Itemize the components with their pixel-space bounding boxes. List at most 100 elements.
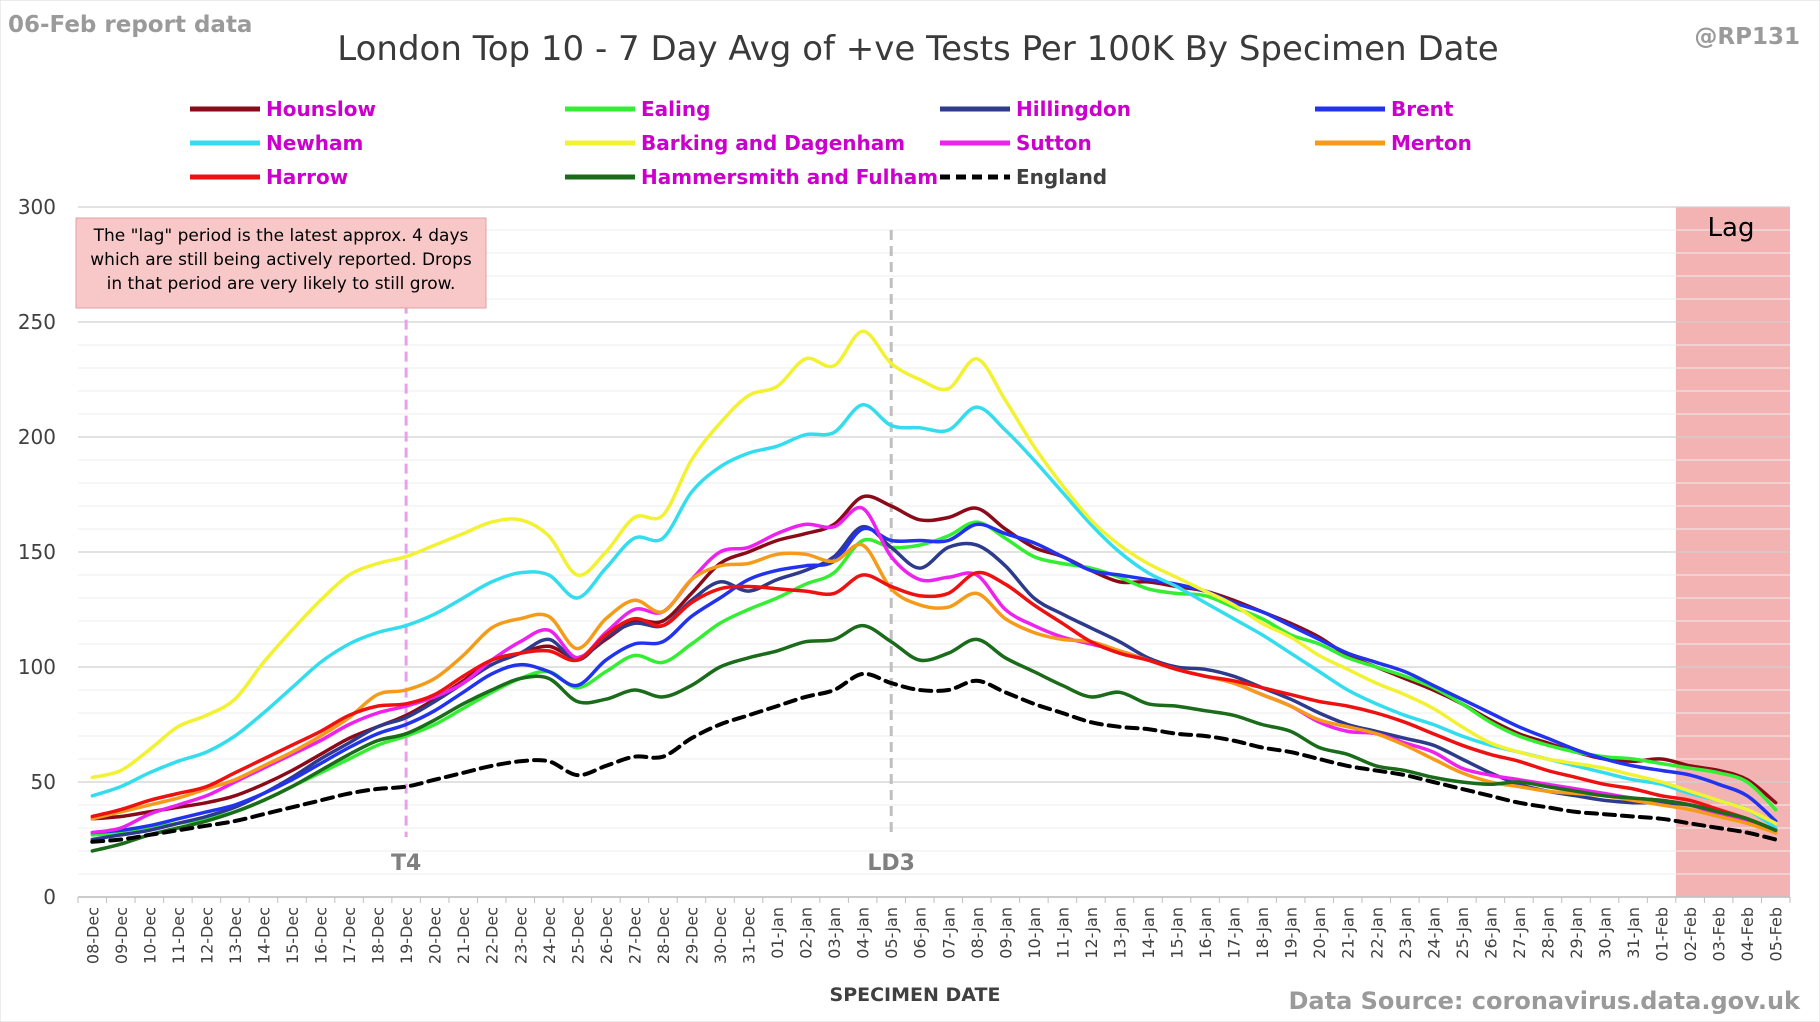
x-tick-label: 28-Dec (654, 907, 673, 964)
series-line-newham (90, 403, 1778, 830)
event-markers (404, 230, 893, 837)
legend-label-harrow: Harrow (266, 165, 348, 189)
x-tick-label: 09-Dec (112, 907, 131, 964)
x-tick-label: 16-Jan (1196, 907, 1215, 959)
legend-label-ealing: Ealing (641, 97, 710, 121)
legend-label-hounslow: Hounslow (266, 97, 376, 121)
gridlines (77, 206, 1791, 903)
x-tick-label: 21-Dec (454, 907, 473, 964)
series-line-hammersmith-and-fulham (90, 623, 1778, 853)
x-tick-label: 17-Jan (1225, 907, 1244, 959)
x-axis-title: SPECIMEN DATE (830, 984, 1001, 1006)
x-tick-label: 09-Jan (996, 907, 1015, 959)
x-axis-ticks: 08-Dec 09-Dec 10-Dec 11-Dec 12-Dec 13-Dec 14-D… (83, 907, 1785, 964)
y-axis-ticks: 0 50 100 150 200 250 300 (18, 195, 56, 909)
y-tick-label: 300 (18, 195, 56, 219)
x-tick-label: 07-Jan (939, 907, 958, 959)
x-tick-label: 06-Jan (911, 907, 930, 959)
x-tick-label: 20-Jan (1310, 907, 1329, 959)
chart-title: London Top 10 - 7 Day Avg of +ve Tests P… (337, 29, 1498, 69)
x-tick-label: 12-Dec (197, 907, 216, 964)
legend-label-hillingdon: Hillingdon (1016, 97, 1131, 121)
x-tick-label: 10-Dec (140, 907, 159, 964)
legend-label-newham: Newham (266, 131, 363, 155)
x-tick-label: 08-Jan (968, 907, 987, 959)
series-line-barking-and-dagenham (90, 329, 1778, 826)
x-tick-label: 02-Feb (1681, 907, 1700, 961)
x-tick-label: 04-Feb (1738, 907, 1757, 961)
legend-label-barking-and-dagenham: Barking and Dagenham (641, 131, 905, 155)
legend-label-england: England (1016, 165, 1107, 189)
x-tick-label: 27-Dec (625, 907, 644, 964)
author-handle: @RP131 (1694, 24, 1800, 50)
x-tick-label: 17-Dec (340, 907, 359, 964)
x-tick-label: 25-Jan (1453, 907, 1472, 959)
x-tick-label: 12-Jan (1082, 907, 1101, 959)
x-tick-label: 22-Jan (1367, 907, 1386, 959)
legend-label-merton: Merton (1391, 131, 1472, 155)
x-tick-label: 19-Dec (397, 907, 416, 964)
x-tick-label: 15-Jan (1168, 907, 1187, 959)
x-tick-label: 26-Dec (597, 907, 616, 964)
x-tick-label: 30-Dec (711, 907, 730, 964)
x-tick-label: 05-Jan (882, 907, 901, 959)
legend-label-sutton: Sutton (1016, 131, 1092, 155)
y-tick-label: 100 (18, 655, 56, 679)
x-tick-label: 19-Jan (1282, 907, 1301, 959)
note-line-3: in that period are very likely to still … (107, 274, 456, 294)
legend-label-hammersmith-and-fulham: Hammersmith and Fulham (641, 165, 938, 189)
x-tick-label: 14-Dec (254, 907, 273, 964)
data-source: Data Source: coronavirus.data.gov.uk (1289, 987, 1802, 1015)
x-tick-label: 13-Dec (226, 907, 245, 964)
x-tick-label: 18-Jan (1253, 907, 1272, 959)
x-tick-label: 21-Jan (1339, 907, 1358, 959)
x-tick-label: 29-Jan (1567, 907, 1586, 959)
report-date-label: 06-Feb report data (8, 12, 252, 38)
y-tick-label: 250 (18, 310, 56, 334)
x-tick-label: 24-Jan (1424, 907, 1443, 959)
series-line-sutton (90, 505, 1778, 835)
y-tick-label: 50 (31, 770, 56, 794)
x-tick-label: 23-Jan (1396, 907, 1415, 959)
x-tick-label: 31-Dec (740, 907, 759, 964)
x-tick-label: 11-Dec (169, 907, 188, 964)
x-tick-label: 04-Jan (854, 907, 873, 959)
note-line-2: which are still being actively reported.… (90, 250, 472, 270)
series-lines (90, 329, 1778, 853)
x-tick-label: 23-Dec (511, 907, 530, 964)
t4-marker-label: T4 (391, 851, 421, 876)
x-tick-label: 13-Jan (1110, 907, 1129, 959)
x-tick-label: 01-Jan (768, 907, 787, 959)
series-line-harrow (90, 570, 1778, 833)
x-tick-label: 03-Feb (1710, 907, 1729, 961)
x-tick-label: 18-Dec (369, 907, 388, 964)
ld3-marker-label: LD3 (867, 851, 915, 876)
lag-label: Lag (1708, 213, 1755, 243)
x-tick-label: 15-Dec (283, 907, 302, 964)
x-tick-label: 24-Dec (540, 907, 559, 964)
series-line-brent (90, 522, 1778, 835)
x-tick-label: 11-Jan (1053, 907, 1072, 959)
x-tick-label: 02-Jan (797, 907, 816, 959)
x-tick-label: 08-Dec (83, 907, 102, 964)
legend: Hounslow Ealing Hillingdon Brent Newham Barki… (190, 97, 1472, 189)
x-tick-label: 31-Jan (1624, 907, 1643, 959)
x-tick-label: 28-Jan (1538, 907, 1557, 959)
series-line-england (90, 671, 1778, 844)
x-tick-label: 29-Dec (682, 907, 701, 964)
x-tick-label: 30-Jan (1596, 907, 1615, 959)
x-tick-label: 03-Jan (825, 907, 844, 959)
x-tick-label: 01-Feb (1653, 907, 1672, 961)
x-tick-label: 10-Jan (1025, 907, 1044, 959)
x-tick-label: 25-Dec (568, 907, 587, 964)
y-tick-label: 200 (18, 425, 56, 449)
lag-note-box: The "lag" period is the latest approx. 4… (75, 217, 487, 309)
x-tick-label: 16-Dec (312, 907, 331, 964)
y-tick-label: 0 (43, 885, 56, 909)
x-tick-label: 14-Jan (1139, 907, 1158, 959)
x-tick-label: 22-Dec (483, 907, 502, 964)
x-tick-label: 20-Dec (426, 907, 445, 964)
y-tick-label: 150 (18, 540, 56, 564)
